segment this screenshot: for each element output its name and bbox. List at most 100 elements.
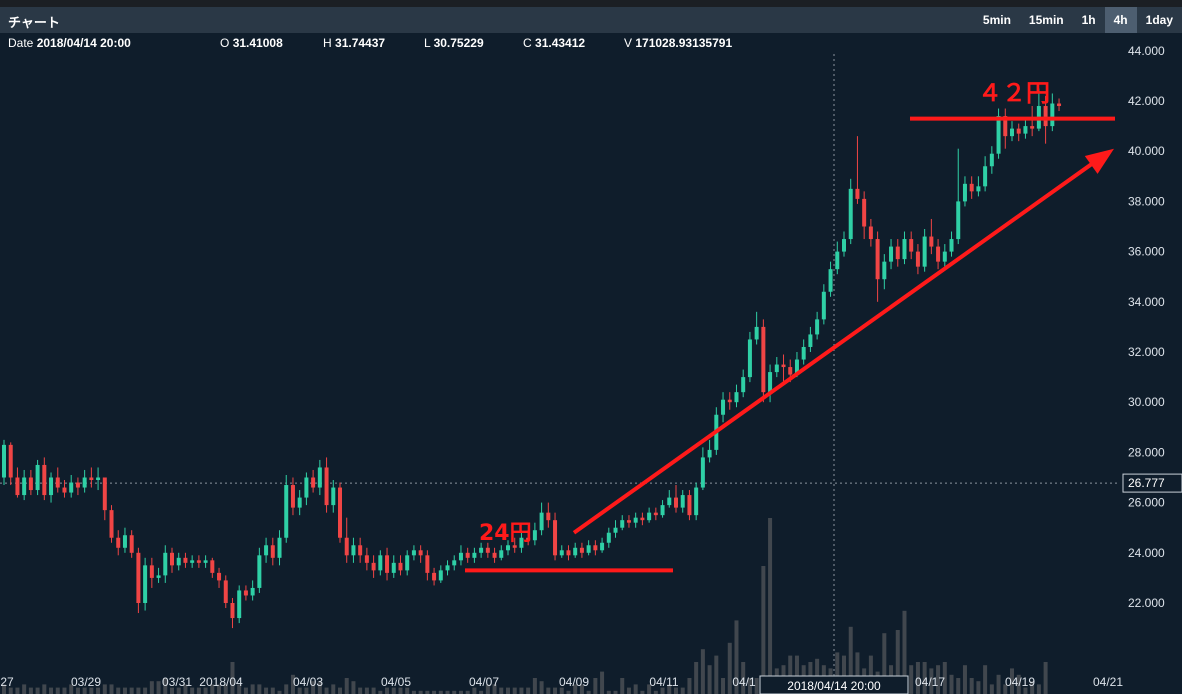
volume-bar — [485, 684, 490, 694]
volume-bar — [694, 662, 699, 694]
volume-value: 171028.93135791 — [635, 36, 733, 50]
volume-bar — [351, 681, 356, 694]
trend-arrow-line — [572, 155, 1104, 535]
volume-bar — [613, 690, 618, 694]
volume-bar — [727, 642, 732, 694]
timeframe-1day[interactable]: 1day — [1145, 13, 1173, 27]
candle-up — [190, 560, 195, 563]
open-label: O — [220, 36, 230, 50]
volume-bar — [22, 684, 27, 694]
volume-bar — [747, 678, 752, 694]
volume-bar — [170, 687, 174, 694]
candle-down — [136, 552, 141, 603]
candle-down — [432, 572, 437, 581]
candle-up — [842, 239, 846, 252]
candle-down — [485, 547, 490, 553]
candle-down — [196, 560, 201, 563]
volume-bar — [277, 690, 282, 694]
volume-bar — [364, 687, 369, 694]
candle-up — [586, 545, 591, 553]
candle-down — [626, 520, 631, 523]
candle-up — [694, 487, 699, 516]
candle-down — [1057, 103, 1062, 107]
volume-bar — [89, 687, 94, 694]
volume-bar — [311, 681, 316, 694]
volume-bar — [445, 690, 450, 694]
x-axis-tick-label: 27 — [0, 675, 14, 689]
low-label: L — [424, 36, 431, 50]
candle-up — [808, 334, 813, 347]
volume-bar — [116, 687, 121, 694]
timeframe-5min[interactable]: 5min — [982, 13, 1011, 27]
timeframe-4h[interactable]: 4h — [1104, 7, 1137, 33]
volume-bar — [264, 687, 269, 694]
chart-title: チャート — [8, 15, 60, 30]
candle-up — [163, 552, 168, 576]
volume-bar — [317, 681, 322, 694]
candle-down — [149, 565, 154, 578]
volume-bar — [15, 687, 20, 694]
volume-bar — [371, 687, 376, 694]
volume-bar — [270, 687, 275, 694]
candle-down — [640, 517, 645, 521]
volume-bar — [1010, 668, 1014, 694]
y-axis-tick-label: 40.000 — [1128, 144, 1165, 158]
candle-up — [801, 346, 806, 360]
candle-up — [250, 587, 255, 596]
low-value: 30.75229 — [433, 36, 484, 50]
candle-down — [781, 364, 786, 368]
volume-bar — [243, 687, 248, 694]
candle-down — [909, 239, 914, 252]
candle-down — [895, 246, 900, 260]
high-value: 31.74437 — [335, 36, 386, 50]
volume-bar — [915, 662, 920, 694]
candle-up — [667, 497, 672, 506]
candle-down — [358, 545, 363, 556]
candle-up — [203, 560, 208, 563]
volume-bar — [620, 678, 625, 694]
volume-bar — [102, 684, 107, 694]
candle-up — [848, 188, 853, 240]
candle-down — [579, 547, 584, 553]
y-axis-tick-label: 22.000 — [1128, 596, 1165, 610]
timeframe-15min[interactable]: 15min — [1028, 13, 1064, 27]
candle-up — [734, 392, 739, 403]
candle-up — [660, 505, 665, 516]
volume-bar — [55, 687, 60, 694]
volume-bar — [626, 687, 631, 694]
candle-up — [613, 527, 618, 533]
candle-up — [600, 542, 605, 551]
volume-bar — [553, 687, 558, 694]
volume-bar — [411, 690, 416, 694]
candle-down — [102, 477, 107, 511]
candle-up — [942, 251, 947, 262]
volume-bar — [647, 684, 652, 694]
volume-bar — [297, 687, 302, 694]
volume-bar — [223, 684, 228, 694]
date-label: Date — [8, 36, 34, 50]
volume-bar — [882, 633, 887, 694]
candle-down — [62, 487, 67, 493]
candle-up — [506, 545, 510, 551]
timeframe-1h[interactable]: 1h — [1081, 13, 1096, 27]
trend-arrow-head — [1084, 148, 1114, 174]
date-value: 2018/04/14 20:00 — [36, 36, 131, 50]
volume-bar — [49, 687, 54, 694]
candle-up — [647, 512, 652, 521]
crosshair-date-label: 2018/04/14 20:00 — [787, 679, 881, 693]
candle-down — [311, 477, 316, 488]
volume-bar — [35, 687, 40, 694]
volume-bar — [109, 684, 114, 694]
candle-up — [156, 575, 161, 578]
volume-bar — [290, 674, 295, 694]
x-axis-tick-label: 2018/04 — [199, 675, 243, 689]
volume-bar — [358, 687, 363, 694]
candle-down — [55, 477, 60, 488]
volume-bar — [962, 665, 967, 694]
candle-down — [338, 487, 342, 538]
top-strip — [0, 0, 1182, 7]
volume-bar — [895, 630, 900, 694]
volume-bar — [707, 665, 712, 694]
candle-down — [687, 495, 692, 516]
